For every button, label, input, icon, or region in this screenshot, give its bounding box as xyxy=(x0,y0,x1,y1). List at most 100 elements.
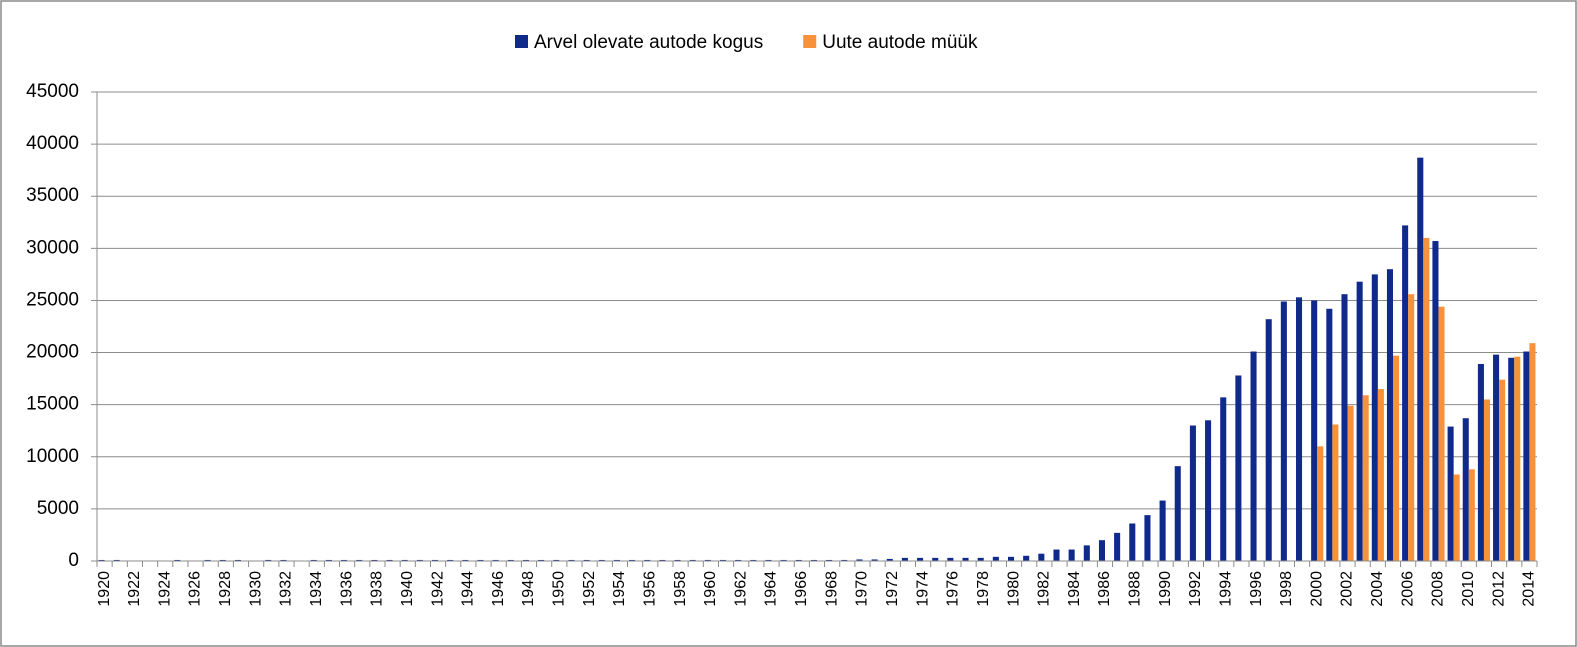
x-tick-label: 1996 xyxy=(1248,571,1265,607)
bar xyxy=(765,559,772,561)
x-tick-label: 1972 xyxy=(884,571,901,607)
y-tick-label: 35000 xyxy=(26,185,79,206)
bar xyxy=(113,559,120,561)
y-tick-label: 5000 xyxy=(37,498,79,519)
bar xyxy=(310,559,317,561)
bar xyxy=(477,559,484,561)
y-tick-label: 25000 xyxy=(26,289,79,310)
bar xyxy=(1220,397,1227,561)
bar xyxy=(204,559,211,561)
bar xyxy=(735,559,742,561)
bar xyxy=(1386,269,1393,561)
x-tick-label: 1926 xyxy=(187,571,204,607)
bar xyxy=(932,557,939,561)
bar xyxy=(416,559,423,561)
x-tick-label: 1974 xyxy=(914,571,931,607)
x-tick-label: 1950 xyxy=(551,571,568,607)
bar xyxy=(1311,300,1318,561)
x-tick-label: 1930 xyxy=(247,571,264,607)
bar xyxy=(1114,532,1121,561)
x-tick-label: 1994 xyxy=(1217,571,1234,607)
x-tick-label: 1960 xyxy=(702,571,719,607)
x-tick-label: 1924 xyxy=(156,571,173,607)
x-tick-label: 1920 xyxy=(96,571,113,607)
bar xyxy=(598,559,605,561)
bar xyxy=(644,559,651,561)
bar xyxy=(1371,274,1378,561)
bar xyxy=(1453,474,1460,561)
bar xyxy=(750,559,757,561)
x-tick-label: 1988 xyxy=(1127,571,1144,607)
x-tick-label: 1956 xyxy=(641,571,658,607)
x-tick-label: 1984 xyxy=(1066,571,1083,607)
x-tick-label: 1990 xyxy=(1157,571,1174,607)
bar xyxy=(325,559,332,561)
bar xyxy=(522,559,529,561)
bar xyxy=(977,557,984,561)
bar xyxy=(1438,306,1445,561)
legend-swatch xyxy=(515,35,528,48)
bar xyxy=(1295,297,1303,561)
bar xyxy=(841,559,848,561)
bar xyxy=(1083,545,1090,561)
bar xyxy=(1447,426,1454,561)
bar xyxy=(1189,425,1196,561)
bar xyxy=(1265,319,1272,561)
bar xyxy=(219,559,226,561)
x-tick-label: 2012 xyxy=(1490,571,1507,607)
bar xyxy=(1098,540,1105,561)
bar xyxy=(1362,395,1369,561)
bar xyxy=(568,559,575,561)
bar xyxy=(962,557,969,561)
bar xyxy=(947,557,954,561)
bar xyxy=(1462,418,1469,561)
bar xyxy=(447,559,454,561)
bar xyxy=(1514,356,1521,561)
bar xyxy=(659,559,666,561)
x-tick-label: 1936 xyxy=(338,571,355,607)
x-tick-label: 2008 xyxy=(1430,571,1447,607)
bar xyxy=(704,559,711,561)
bar xyxy=(1417,157,1424,561)
bar xyxy=(553,559,560,561)
x-tick-label: 2004 xyxy=(1369,571,1386,607)
bar xyxy=(1529,343,1536,561)
bar xyxy=(280,559,287,561)
x-tick-label: 1942 xyxy=(429,571,446,607)
x-tick-label: 1998 xyxy=(1278,571,1295,607)
x-tick-label: 1982 xyxy=(1036,571,1053,607)
x-tick-label: 1962 xyxy=(732,571,749,607)
y-tick-label: 15000 xyxy=(26,394,79,415)
bar xyxy=(1326,308,1333,561)
bar xyxy=(1402,225,1409,561)
bar xyxy=(1493,354,1500,561)
bar xyxy=(356,559,363,561)
bar xyxy=(992,556,999,561)
y-tick-label: 30000 xyxy=(26,237,79,258)
bar xyxy=(1347,405,1354,561)
bar xyxy=(1038,553,1045,561)
bar xyxy=(1174,466,1181,561)
bar xyxy=(1468,469,1475,561)
bar xyxy=(1377,389,1384,561)
bar xyxy=(538,559,545,561)
bar xyxy=(1483,399,1491,561)
bar xyxy=(917,557,924,561)
bar xyxy=(1068,549,1075,561)
legend-swatch xyxy=(803,35,817,48)
bar xyxy=(780,559,787,561)
x-tick-label: 1954 xyxy=(611,571,628,607)
x-tick-label: 1948 xyxy=(520,571,537,607)
bar xyxy=(265,559,272,561)
bar xyxy=(1280,301,1287,561)
bar xyxy=(1144,515,1151,561)
x-tick-label: 1934 xyxy=(308,571,325,607)
bar xyxy=(1007,556,1015,561)
x-tick-label: 1992 xyxy=(1187,571,1204,607)
x-tick-label: 1940 xyxy=(399,571,416,607)
bar xyxy=(98,559,105,561)
bar xyxy=(1205,420,1212,561)
